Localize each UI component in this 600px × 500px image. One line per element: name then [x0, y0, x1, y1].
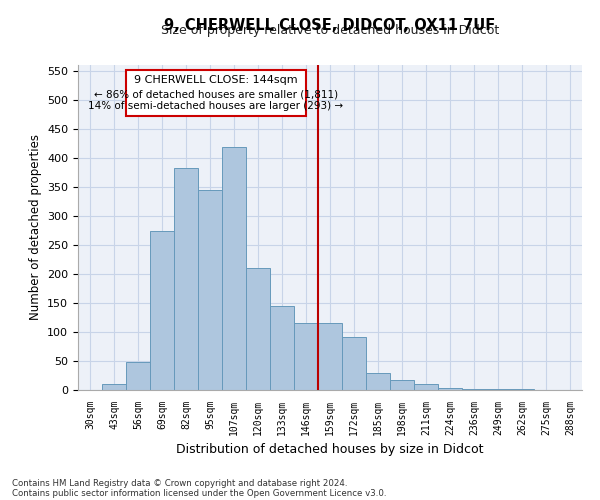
Text: ← 86% of detached houses are smaller (1,811): ← 86% of detached houses are smaller (1,… — [94, 89, 338, 99]
Bar — [126, 362, 150, 390]
Title: Size of property relative to detached houses in Didcot: Size of property relative to detached ho… — [161, 24, 499, 38]
Y-axis label: Number of detached properties: Number of detached properties — [29, 134, 41, 320]
Bar — [174, 168, 198, 390]
Text: 14% of semi-detached houses are larger (293) →: 14% of semi-detached houses are larger (… — [88, 100, 344, 110]
Bar — [414, 384, 438, 390]
Bar — [222, 147, 246, 390]
Bar — [462, 389, 486, 390]
Text: 9, CHERWELL CLOSE, DIDCOT, OX11 7UF: 9, CHERWELL CLOSE, DIDCOT, OX11 7UF — [164, 18, 496, 32]
Bar — [126, 70, 306, 116]
Text: 9 CHERWELL CLOSE: 144sqm: 9 CHERWELL CLOSE: 144sqm — [134, 75, 298, 85]
Text: Contains public sector information licensed under the Open Government Licence v3: Contains public sector information licen… — [12, 488, 386, 498]
Bar — [150, 231, 174, 390]
Bar — [366, 372, 390, 390]
Bar — [294, 322, 318, 390]
Bar — [102, 384, 126, 390]
Bar — [246, 268, 270, 390]
Bar — [198, 190, 222, 390]
Bar — [318, 324, 342, 390]
X-axis label: Distribution of detached houses by size in Didcot: Distribution of detached houses by size … — [176, 444, 484, 456]
Bar — [270, 306, 294, 390]
Bar — [390, 380, 414, 390]
Bar — [342, 337, 366, 390]
Text: Contains HM Land Registry data © Crown copyright and database right 2024.: Contains HM Land Registry data © Crown c… — [12, 478, 347, 488]
Bar — [438, 388, 462, 390]
